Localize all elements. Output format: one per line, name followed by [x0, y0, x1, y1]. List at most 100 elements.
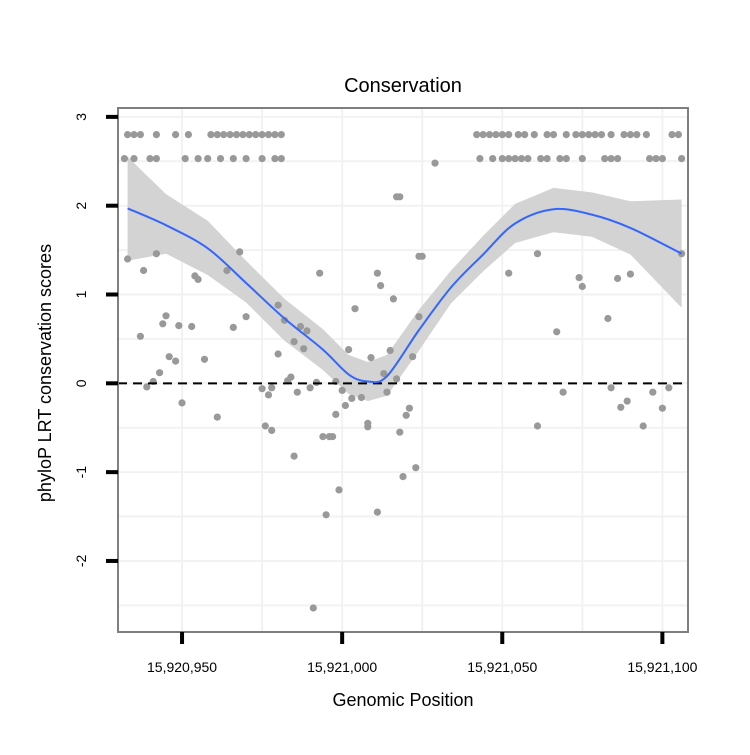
data-point — [367, 354, 375, 362]
data-point — [652, 155, 660, 163]
data-point — [220, 131, 228, 139]
x-axis-label: Genomic Position — [332, 690, 473, 710]
data-point — [498, 131, 506, 139]
data-point — [626, 131, 635, 139]
data-point — [646, 155, 654, 163]
data-point — [140, 266, 148, 275]
data-point — [668, 131, 676, 139]
data-point — [143, 383, 151, 391]
data-point — [130, 155, 138, 163]
data-point — [389, 295, 397, 303]
data-point — [556, 155, 564, 163]
data-point — [341, 401, 349, 410]
data-point — [578, 282, 586, 291]
data-point — [614, 155, 622, 163]
data-point — [172, 357, 180, 365]
data-point — [268, 426, 276, 434]
data-point — [204, 155, 212, 163]
data-point — [607, 155, 615, 163]
data-point — [194, 275, 202, 283]
data-point — [485, 131, 494, 139]
data-point — [181, 155, 189, 163]
data-point — [290, 452, 298, 460]
data-point — [188, 322, 196, 331]
data-point — [559, 388, 567, 396]
data-point — [473, 131, 481, 139]
data-point — [396, 428, 404, 436]
data-point — [136, 332, 144, 340]
data-point — [505, 131, 513, 139]
data-point — [553, 328, 561, 336]
data-point — [223, 266, 231, 275]
data-point — [303, 327, 311, 335]
y-tick-label: 2 — [73, 202, 89, 210]
data-point — [300, 345, 308, 353]
data-point — [614, 274, 622, 283]
data-point — [264, 131, 273, 139]
data-point — [124, 131, 132, 139]
data-point — [293, 388, 301, 396]
data-point — [562, 131, 570, 139]
data-point — [229, 323, 237, 331]
data-point — [585, 131, 593, 139]
data-point — [597, 131, 606, 139]
data-point — [213, 413, 221, 421]
data-point — [383, 388, 391, 396]
data-point — [415, 313, 423, 321]
data-point — [156, 369, 164, 377]
data-point — [175, 322, 183, 330]
data-point — [229, 155, 237, 163]
data-point — [338, 386, 346, 394]
data-point — [277, 155, 285, 163]
data-point — [242, 155, 250, 163]
data-point — [537, 155, 545, 163]
data-point — [521, 131, 529, 139]
data-point — [674, 131, 683, 139]
data-point — [623, 397, 631, 405]
data-point — [268, 384, 276, 392]
x-axis: 15,920,950 15,921,000 15,921,050 15,921,100 — [147, 632, 698, 675]
data-point — [322, 511, 330, 519]
data-point — [290, 338, 298, 346]
data-point — [172, 131, 180, 139]
data-point — [146, 155, 154, 163]
data-point — [373, 269, 381, 277]
y-tick-label: 0 — [73, 379, 89, 387]
data-point — [476, 155, 484, 163]
data-point — [562, 155, 570, 163]
data-point — [409, 353, 417, 361]
data-points — [120, 131, 686, 612]
data-point — [658, 155, 667, 163]
data-point — [572, 131, 580, 139]
data-point — [498, 155, 506, 163]
data-point — [165, 353, 173, 361]
data-point — [543, 131, 551, 139]
data-point — [511, 155, 519, 163]
data-point — [335, 486, 343, 494]
data-point — [396, 193, 404, 201]
data-point — [617, 403, 625, 411]
data-point — [296, 322, 305, 331]
confidence-ribbon — [127, 156, 682, 402]
data-point — [533, 422, 542, 430]
data-point — [489, 155, 497, 163]
data-point — [665, 384, 673, 392]
data-point — [543, 155, 551, 163]
data-point — [271, 131, 279, 139]
data-point — [194, 155, 202, 163]
data-point — [393, 375, 401, 383]
data-point — [329, 433, 337, 441]
data-point — [162, 312, 170, 320]
data-point — [261, 422, 269, 430]
data-point — [351, 305, 359, 313]
x-tick-label: 15,921,050 — [467, 659, 537, 675]
data-point — [591, 131, 599, 139]
y-tick-label: 1 — [73, 290, 89, 298]
data-point — [479, 131, 487, 139]
data-point — [306, 384, 314, 392]
data-point — [373, 508, 381, 516]
data-point — [130, 131, 138, 139]
data-point — [258, 155, 266, 163]
data-point — [642, 131, 651, 139]
data-point — [514, 131, 522, 139]
